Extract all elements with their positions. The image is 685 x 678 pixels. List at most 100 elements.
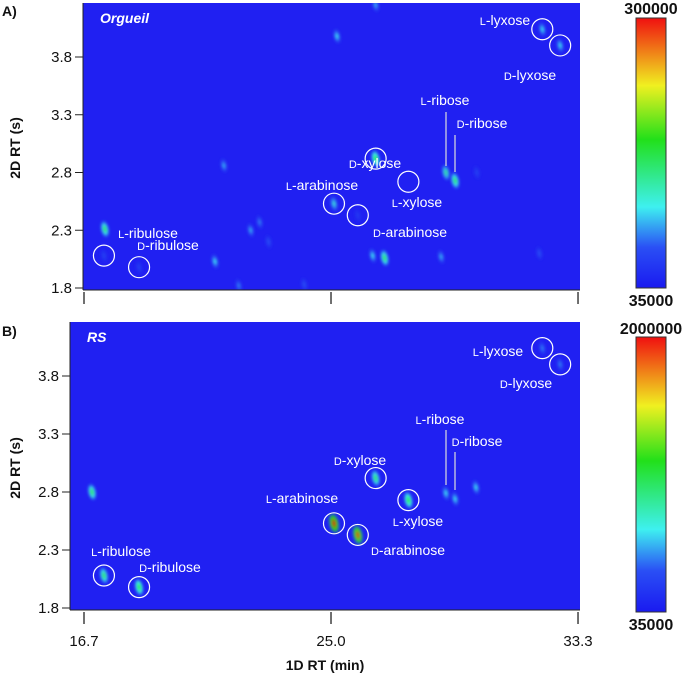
- peak-circle: [127, 256, 151, 279]
- peak-label: D-xylose: [334, 452, 387, 468]
- unlabeled-peak: [472, 164, 482, 181]
- panel-label-a: A): [2, 3, 17, 19]
- peak-circle: [364, 466, 387, 490]
- peak-d-lyxose: [555, 356, 565, 373]
- peak-circle: [549, 34, 572, 57]
- y-tick-label: 2.3: [51, 222, 72, 239]
- x-tick-label: 25.0: [316, 633, 345, 650]
- peak-l-ribose: [441, 484, 451, 502]
- peak-label: L-ribulose: [118, 225, 178, 241]
- x-tick-label: 16.7: [69, 633, 98, 650]
- peak-d-ribulose: [133, 577, 145, 598]
- peak-d-ribulose: [134, 259, 144, 275]
- unlabeled-peak: [99, 219, 111, 239]
- peak-label: L-lyxose: [480, 12, 531, 28]
- peak-circle: [397, 489, 420, 512]
- peak-label: D-ribose: [452, 433, 503, 449]
- peak-circle: [531, 337, 554, 360]
- peak-d-lyxose: [555, 36, 565, 55]
- peak-d-xylose: [370, 468, 381, 488]
- plot-area: L-lyxose D-lyxose L-ribose D-ribose D-xylose…: [92, 3, 572, 290]
- colorbar-a-max: 300000: [624, 1, 677, 18]
- colorbar-b-min: 35000: [629, 617, 674, 634]
- plot-area: L-lyxose D-lyxose L-ribose D-ribose D-xylose…: [86, 337, 572, 599]
- colorbar-a-min: 35000: [629, 293, 674, 310]
- unlabeled-peak: [299, 276, 309, 290]
- y-axis-label-a: 2D RT (s): [7, 117, 23, 178]
- peak-label: L-ribose: [421, 92, 470, 108]
- peak-label: L-lyxose: [473, 343, 524, 359]
- unlabeled-peak: [371, 3, 381, 14]
- peak-l-ribose: [440, 163, 451, 182]
- unlabeled-peak: [255, 214, 264, 231]
- panel-b: L-lyxose D-lyxose L-ribose D-ribose D-xylose…: [38, 322, 593, 650]
- peak-label: D-arabinose: [371, 542, 445, 558]
- panel-a: L-lyxose D-lyxose L-ribose D-ribose D-xylose…: [51, 3, 580, 304]
- y-axis-label-b: 2D RT (s): [7, 437, 23, 498]
- peak-l-xylose: [402, 490, 414, 511]
- peak-label: L-xylose: [393, 513, 444, 529]
- unlabeled-peak: [210, 252, 220, 271]
- sample-name: Orgueil: [100, 10, 150, 26]
- plot-background: [83, 3, 580, 290]
- peak-l-lyxose: [537, 20, 547, 38]
- unlabeled-peak: [535, 245, 544, 262]
- peak-circle: [549, 353, 572, 376]
- unlabeled-peak: [471, 478, 481, 497]
- peak-circle: [364, 147, 387, 170]
- peak-d-arabinose: [351, 522, 365, 548]
- plot-background: [70, 322, 580, 610]
- peak-d-ribose: [450, 490, 460, 508]
- peak-circle: [346, 523, 369, 547]
- peak-circle: [346, 204, 369, 227]
- peak-d-ribose: [449, 170, 461, 191]
- panel-label-b: B): [2, 323, 17, 339]
- peak-circle: [531, 18, 554, 41]
- unlabeled-peak: [86, 482, 98, 502]
- peak-circle: [127, 576, 151, 599]
- peak-circle: [92, 244, 116, 267]
- peak-l-lyxose: [537, 340, 547, 357]
- colorbar-a: [635, 17, 667, 289]
- unlabeled-peak: [367, 246, 378, 265]
- peak-l-ribulose: [99, 247, 109, 264]
- peak-l-arabinose: [329, 194, 339, 213]
- peak-d-xylose: [370, 148, 382, 169]
- peak-label: D-arabinose: [373, 224, 447, 240]
- peak-d-arabinose: [353, 207, 362, 223]
- peak-label: D-lyxose: [500, 375, 553, 391]
- x-axis-label: 1D RT (min): [286, 657, 365, 673]
- peak-label: L-arabinose: [286, 177, 358, 193]
- peak-label: D-lyxose: [504, 67, 557, 83]
- peak-label: L-arabinose: [266, 490, 338, 506]
- peak-label: L-xylose: [392, 194, 443, 210]
- unlabeled-peak: [436, 248, 446, 266]
- y-tick-label: 2.3: [38, 542, 59, 559]
- peak-circle: [322, 192, 346, 215]
- peak-l-ribulose: [98, 565, 110, 586]
- y-tick-label: 3.3: [38, 426, 59, 443]
- y-tick-label: 3.8: [38, 368, 59, 385]
- y-tick-label: 2.8: [51, 165, 72, 182]
- peak-l-arabinose: [327, 510, 341, 536]
- y-tick-label: 1.8: [38, 600, 59, 617]
- peak-circle: [397, 170, 420, 193]
- peak-label: D-ribulose: [139, 559, 201, 575]
- sample-name: RS: [87, 329, 107, 345]
- unlabeled-peak: [332, 27, 342, 45]
- colorbar-b: [635, 336, 667, 613]
- unlabeled-peak: [264, 233, 273, 250]
- peak-label: L-ribose: [416, 411, 465, 427]
- unlabeled-peak: [246, 221, 256, 239]
- y-tick-label: 3.3: [51, 107, 72, 124]
- peak-label: D-ribulose: [137, 237, 199, 253]
- peak-label: L-ribulose: [91, 543, 151, 559]
- unlabeled-peak: [219, 157, 229, 174]
- y-tick-label: 2.8: [38, 484, 59, 501]
- colorbar-b-max: 2000000: [620, 321, 682, 338]
- peak-label: D-xylose: [349, 155, 402, 171]
- unlabeled-peak: [379, 248, 390, 268]
- x-tick-label: 33.3: [563, 633, 592, 650]
